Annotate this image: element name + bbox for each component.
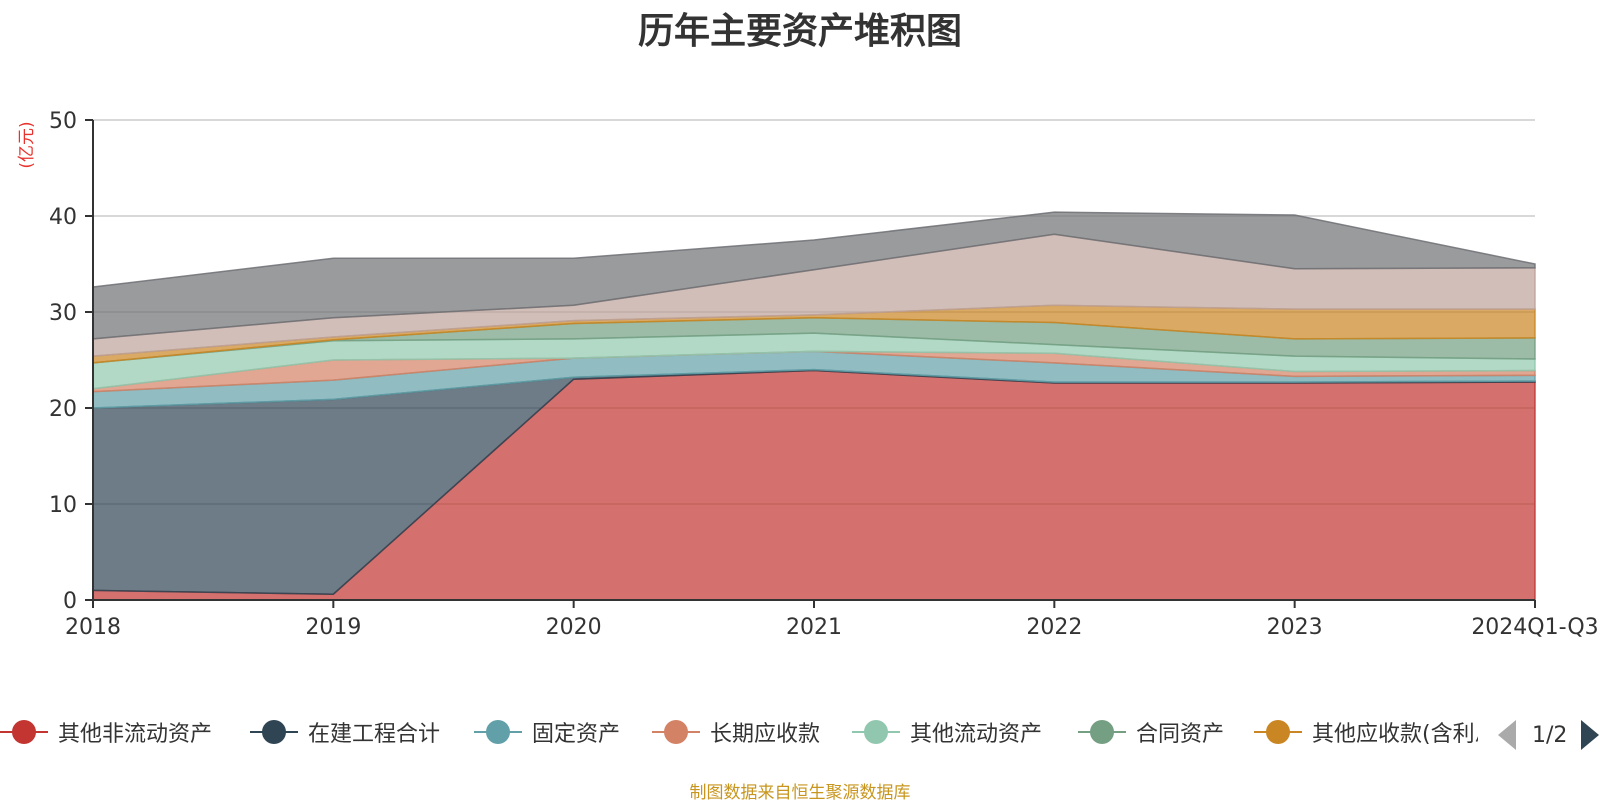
stacked-area-chart: 0 10 20 30 40 50 2018 2019 2020 2021 2022 2023 2024Q… — [17, 109, 1599, 640]
legend-label: 固定资产 — [532, 722, 621, 747]
y-tick-label: 10 — [49, 493, 77, 518]
legend-marker-icon — [1078, 712, 1126, 752]
y-tick-label: 30 — [49, 301, 77, 326]
legend-marker-icon — [250, 712, 298, 752]
legend-marker-icon — [652, 712, 700, 752]
chart-title: 历年主要资产堆积图 — [637, 11, 962, 52]
x-tick-label: 2020 — [546, 615, 602, 640]
y-tick-label: 50 — [49, 109, 77, 134]
legend-item[interactable]: 合同资产 — [1078, 712, 1224, 752]
legend: 其他非流动资产 在建工程合计 固定资产 长期应收款 其他流动资产 合同资产 其他应收款(含利… — [0, 712, 1600, 752]
legend-marker-icon — [1254, 712, 1302, 752]
x-tick-label: 2024Q1-Q3 — [1471, 615, 1598, 640]
source-note: 制图数据来自恒生聚源数据库 — [689, 783, 911, 803]
prev-page-icon[interactable] — [1498, 720, 1516, 750]
y-tick-label: 20 — [49, 397, 77, 422]
legend-pager: 1/2 — [1498, 720, 1600, 750]
area-series-9[interactable] — [92, 211, 1536, 340]
next-page-icon[interactable] — [1581, 720, 1600, 750]
legend-item[interactable]: 其他流动资产 — [852, 712, 1042, 752]
legend-item[interactable]: 在建工程合计 — [250, 712, 440, 752]
legend-item[interactable]: 长期应收款 — [652, 712, 820, 752]
legend-page-indicator: 1/2 — [1532, 722, 1568, 748]
x-tick-label: 2021 — [786, 615, 842, 640]
legend-label: 合同资产 — [1136, 722, 1225, 747]
legend-label: 长期应收款 — [710, 722, 821, 747]
legend-item[interactable]: 其他应收款(含利息和股利) — [1254, 712, 1478, 752]
y-tick-label: 40 — [49, 205, 77, 230]
y-tick-label: 0 — [63, 589, 77, 614]
legend-label: 其他非流动资产 — [58, 722, 213, 747]
legend-marker-icon — [852, 712, 900, 752]
x-tick-label: 2019 — [305, 615, 361, 640]
x-tick-label: 2023 — [1267, 615, 1323, 640]
legend-marker-icon — [474, 712, 522, 752]
legend-label: 在建工程合计 — [308, 722, 441, 747]
legend-items: 其他非流动资产 在建工程合计 固定资产 长期应收款 其他流动资产 合同资产 其他应收款(含利… — [0, 712, 1478, 752]
legend-item[interactable]: 其他非流动资产 — [0, 712, 212, 752]
legend-label: 其他应收款(含利息和股利) — [1312, 722, 1478, 747]
legend-item[interactable]: 固定资产 — [474, 712, 620, 752]
legend-marker-icon — [0, 712, 48, 752]
x-tick-label: 2022 — [1026, 615, 1082, 640]
area-series-group — [92, 211, 1536, 601]
x-tick-label: 2018 — [65, 615, 121, 640]
axes: 0 10 20 30 40 50 2018 2019 2020 2021 2022 2023 2024Q… — [49, 109, 1599, 640]
legend-label: 其他流动资产 — [910, 722, 1043, 747]
y-axis-label: (亿元) — [17, 121, 37, 168]
